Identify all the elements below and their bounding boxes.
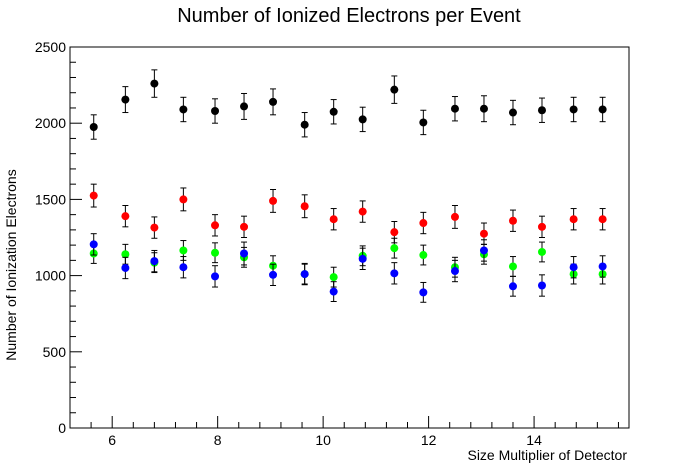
data-point [329, 107, 338, 116]
data-point [211, 272, 220, 281]
data-point [508, 282, 517, 291]
data-point [240, 249, 249, 258]
x-tick-label: 10 [315, 432, 331, 448]
series-1 [89, 69, 607, 140]
data-point [89, 191, 98, 200]
data-point [329, 287, 338, 296]
data-point [450, 104, 459, 113]
data-point [269, 196, 278, 205]
data-point [358, 115, 367, 124]
y-tick-label: 0 [58, 420, 66, 436]
data-point [300, 270, 309, 279]
data-point [211, 107, 220, 116]
plot-frame [69, 46, 630, 429]
data-point [508, 108, 517, 117]
data-point [419, 118, 428, 127]
axes-frame [69, 46, 630, 429]
data-point [508, 262, 517, 271]
data-point [419, 251, 428, 260]
data-point [537, 247, 546, 256]
data-point [479, 246, 488, 255]
data-point [569, 263, 578, 272]
data-point [537, 281, 546, 290]
x-tick-label: 14 [526, 432, 542, 448]
y-tick-label: 1500 [35, 191, 66, 207]
data-point [179, 246, 188, 255]
data-point [121, 250, 130, 259]
data-point [479, 229, 488, 238]
x-axis-title: Size Multiplier of Detector [467, 447, 627, 463]
data-point [598, 105, 607, 114]
data-point [390, 228, 399, 237]
data-point [450, 212, 459, 221]
data-point [537, 106, 546, 115]
data-point [390, 269, 399, 278]
data-point [300, 202, 309, 211]
data-point [121, 212, 130, 221]
series-2 [89, 183, 607, 245]
data-point [179, 263, 188, 272]
data-point [537, 222, 546, 231]
y-tick-label: 1000 [35, 268, 66, 284]
y-tick-label: 500 [43, 344, 67, 360]
data-point [269, 97, 278, 106]
y-axis: 0 500 1000 1500 2000 2500 [35, 39, 82, 436]
data-point [479, 104, 488, 113]
data-point [89, 240, 98, 249]
data-point [240, 102, 249, 111]
data-point [358, 254, 367, 263]
data-point [419, 219, 428, 228]
data-point [450, 267, 459, 276]
data-points [89, 69, 607, 303]
data-point [269, 270, 278, 279]
data-point [329, 273, 338, 282]
data-point [300, 120, 309, 129]
data-point [211, 221, 220, 230]
x-tick-label: 8 [214, 432, 222, 448]
data-point [121, 95, 130, 104]
y-axis-title: Number of Ionization Electrons [3, 169, 19, 360]
data-point [598, 262, 607, 271]
data-point [569, 215, 578, 224]
data-point [569, 105, 578, 114]
data-point [121, 263, 130, 272]
data-point [598, 215, 607, 224]
data-point [358, 207, 367, 216]
data-point [150, 223, 159, 232]
data-point [211, 248, 220, 257]
data-point [240, 222, 249, 231]
data-point [390, 244, 399, 253]
data-point [419, 288, 428, 297]
data-point [390, 85, 399, 94]
y-tick-label: 2500 [35, 39, 66, 55]
data-point [179, 105, 188, 114]
data-point [150, 79, 159, 88]
data-point [89, 123, 98, 132]
x-tick-label: 12 [421, 432, 437, 448]
x-axis: 6 8 10 12 14 [69, 416, 619, 448]
series-3 [89, 237, 607, 288]
data-point [329, 215, 338, 224]
data-point [508, 216, 517, 225]
data-point [150, 257, 159, 266]
chart-title: Number of Ionized Electrons per Event [177, 5, 521, 27]
x-tick-label: 6 [108, 432, 116, 448]
series-4 [89, 233, 607, 303]
data-point [179, 195, 188, 204]
y-tick-label: 2000 [35, 115, 66, 131]
